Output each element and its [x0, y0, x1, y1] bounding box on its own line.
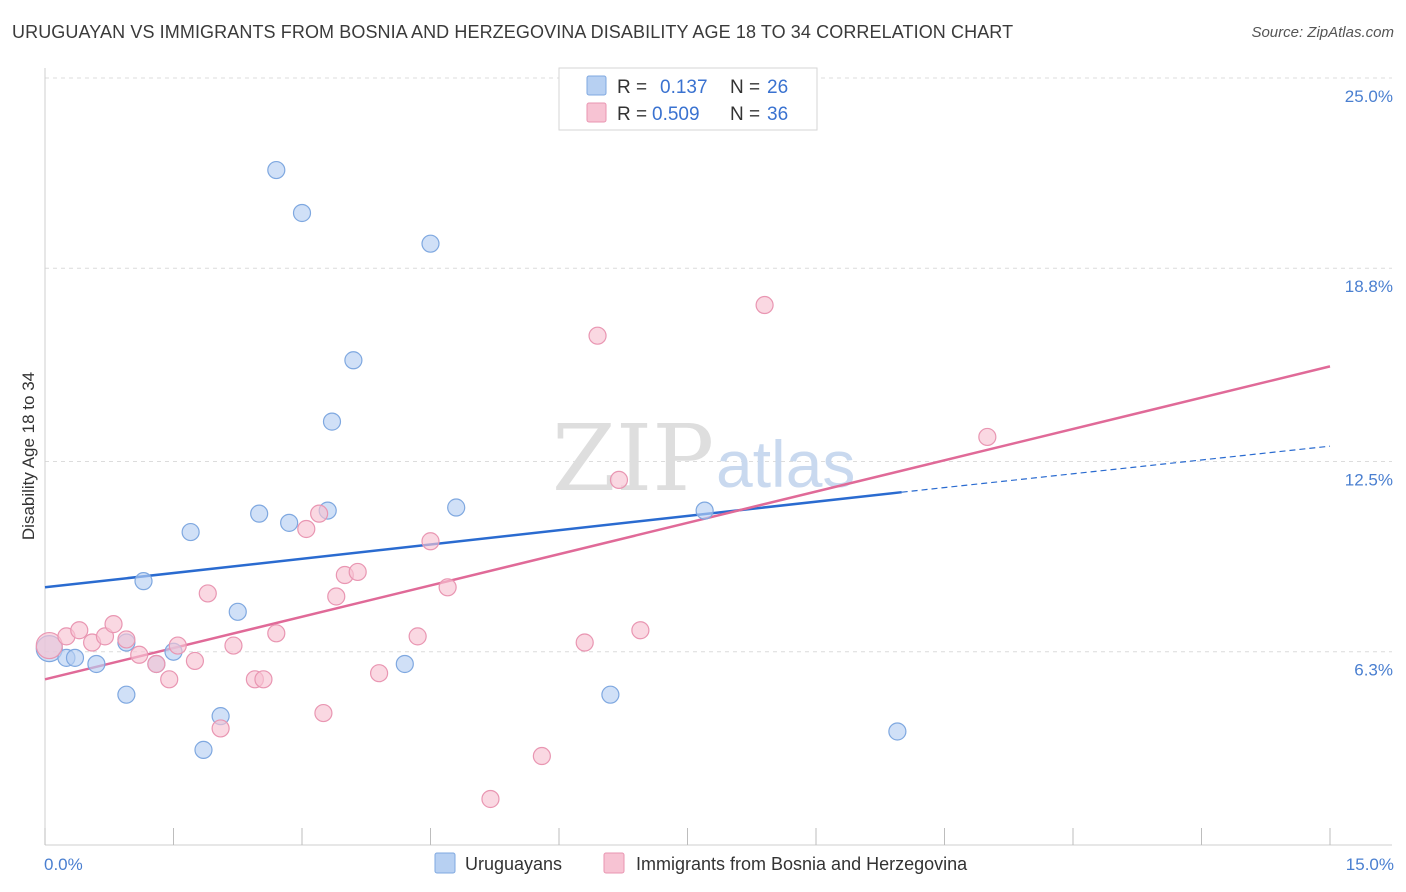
- bosnia-point-11: [185, 651, 205, 671]
- uruguayans-point-20: [395, 654, 414, 674]
- legend-swatch-uruguayans: [586, 75, 607, 96]
- bosnia-point-32: [609, 470, 629, 490]
- uruguayans-point-2: [65, 648, 85, 667]
- bosnia-point-27: [438, 578, 457, 597]
- legend-r-value-2: 0.509: [652, 104, 700, 125]
- legend-n-value-1: 26: [767, 77, 788, 98]
- trend-line-1: [44, 365, 1331, 681]
- gridlines: [45, 77, 1392, 653]
- legend-n-label-2: N =: [730, 104, 760, 125]
- uruguayans-point-6: [134, 572, 153, 591]
- bosnia-point-9: [160, 670, 179, 689]
- bosnia-point-21: [327, 587, 346, 606]
- bosnia-point-0: [35, 631, 63, 660]
- bosnia-point-24: [370, 664, 389, 683]
- trend-line-extension-0: [901, 445, 1331, 493]
- legend-swatch-bosnia: [586, 102, 607, 123]
- uruguayans-point-14: [267, 160, 286, 180]
- uruguayans-point-10: [194, 740, 213, 759]
- uruguayans-point-9: [181, 522, 200, 542]
- legend-r-label-1: R =: [617, 77, 647, 98]
- bosnia-point-28: [481, 789, 500, 809]
- bosnia-point-4: [95, 627, 115, 646]
- legend-r-value-1: 0.137: [660, 77, 708, 98]
- bosnia-point-10: [168, 636, 187, 655]
- uruguayans-point-19: [344, 351, 363, 370]
- bosnia-point-18: [297, 519, 316, 539]
- bosnia-point-23: [348, 562, 367, 582]
- bosnia-point-12: [198, 584, 217, 603]
- bosnia-point-26: [421, 532, 440, 551]
- uruguayans-point-24: [695, 501, 714, 520]
- data-points: [35, 160, 997, 809]
- y-tick-label-2: 18.8%: [1345, 277, 1393, 296]
- uruguayans-point-16: [292, 203, 312, 223]
- x-tick-label-min: 0.0%: [44, 855, 83, 874]
- uruguayans-point-13: [250, 504, 269, 523]
- y-tick-label-1: 12.5%: [1345, 471, 1393, 490]
- uruguayans-point-18: [322, 412, 342, 431]
- bosnia-point-16: [254, 670, 273, 689]
- bosnia-point-7: [130, 645, 149, 664]
- bosnia-point-31: [588, 326, 607, 345]
- uruguayans-point-22: [447, 498, 466, 517]
- axes: [44, 68, 1392, 846]
- y-tick-label-3: 25.0%: [1345, 87, 1393, 106]
- bosnia-point-17: [267, 624, 286, 643]
- bosnia-point-5: [104, 615, 123, 634]
- bosnia-point-8: [147, 654, 166, 674]
- bosnia-point-20: [314, 703, 333, 723]
- series-legend-label-bosnia: Immigrants from Bosnia and Herzegovina: [636, 854, 968, 874]
- bosnia-point-30: [575, 633, 594, 652]
- y-tick-label-0: 6.3%: [1354, 661, 1393, 680]
- series-legend-label-uruguayans: Uruguayans: [465, 854, 562, 874]
- uruguayans-point-15: [280, 513, 299, 532]
- uruguayans-point-25: [888, 722, 907, 741]
- bosnia-point-19: [310, 504, 329, 523]
- uruguayans-point-21: [421, 234, 440, 253]
- bosnia-point-25: [408, 627, 427, 646]
- watermark-atlas: atlas: [716, 427, 855, 501]
- uruguayans-point-23: [601, 685, 620, 704]
- bosnia-point-35: [978, 427, 997, 447]
- y-axis-label: Disability Age 18 to 34: [19, 372, 38, 540]
- bosnia-point-2: [70, 621, 89, 640]
- source-credit: Source: ZipAtlas.com: [1251, 24, 1394, 41]
- trend-line-0: [44, 490, 902, 589]
- bosnia-point-6: [117, 630, 136, 649]
- uruguayans-point-12: [228, 602, 247, 621]
- watermark-zip: ZIP: [552, 405, 714, 512]
- legend-r-label-2: R =: [617, 104, 647, 125]
- x-tick-label-max: 15.0%: [1346, 855, 1394, 874]
- watermark: ZIP atlas: [552, 405, 855, 512]
- bosnia-point-14: [224, 636, 243, 655]
- series-legend-swatch-bosnia: [603, 852, 625, 874]
- legend-n-label-1: N =: [730, 77, 760, 98]
- bosnia-point-33: [631, 621, 650, 640]
- uruguayans-point-3: [87, 654, 106, 674]
- chart-title: URUGUAYAN VS IMMIGRANTS FROM BOSNIA AND …: [12, 22, 1014, 42]
- bosnia-point-34: [755, 295, 774, 315]
- bosnia-point-13: [211, 719, 230, 738]
- bosnia-point-29: [532, 746, 551, 766]
- correlation-legend: R = 0.137 N = 26 R = 0.509 N = 36: [558, 67, 818, 131]
- uruguayans-point-5: [117, 685, 136, 704]
- legend-n-value-2: 36: [767, 104, 788, 125]
- trend-lines: [44, 365, 1331, 681]
- y-tick-labels: 6.3% 12.5% 18.8% 25.0%: [1345, 87, 1393, 680]
- series-legend: Uruguayans Immigrants from Bosnia and He…: [434, 852, 968, 874]
- series-legend-swatch-uruguayans: [434, 852, 456, 874]
